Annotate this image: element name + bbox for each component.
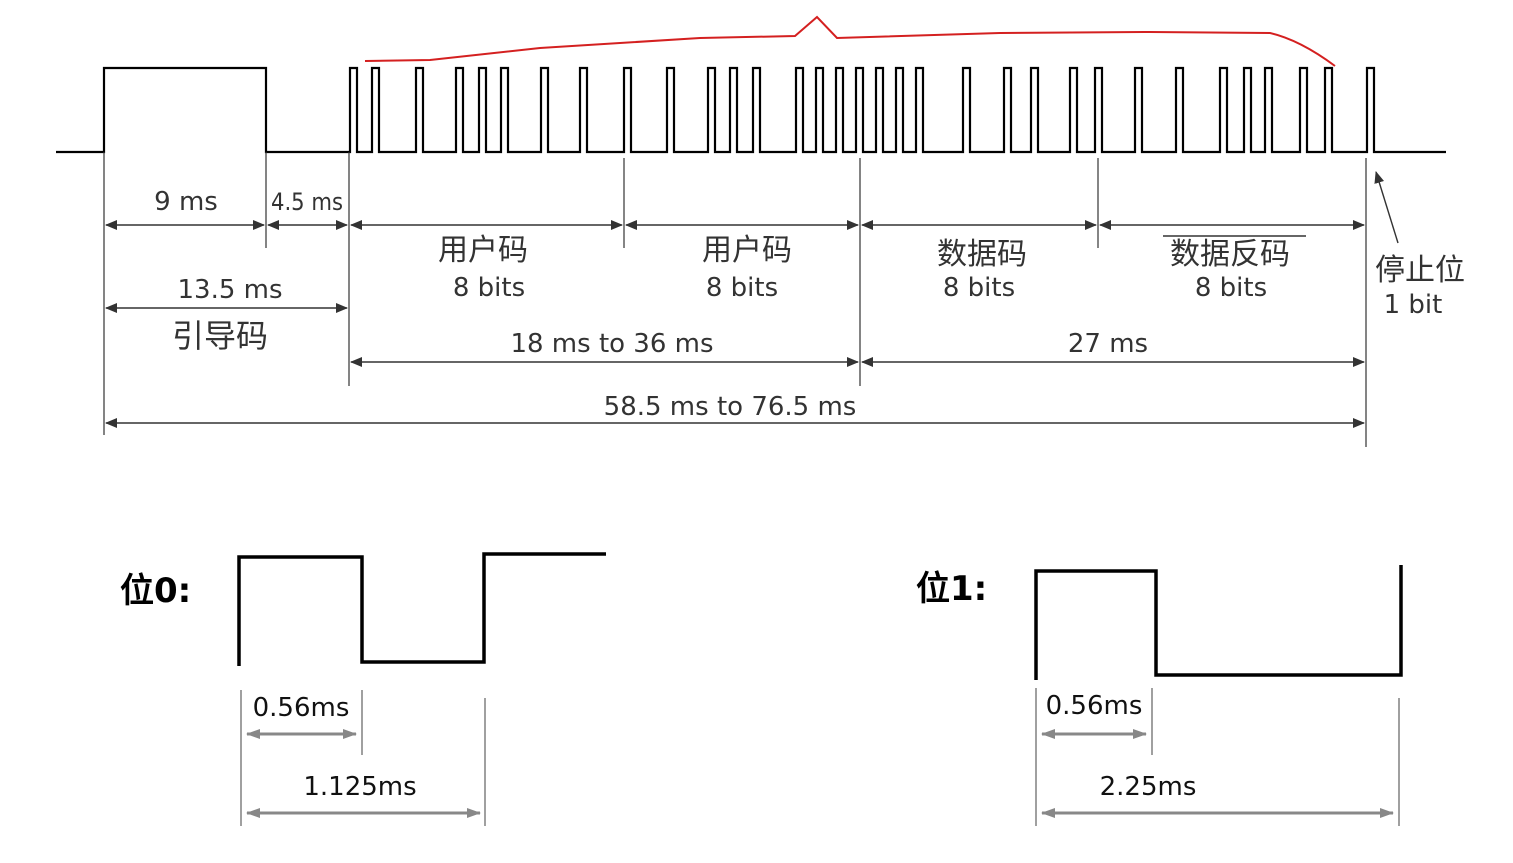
label-user-span: 18 ms to 36 ms <box>510 329 713 359</box>
dimension-arrows <box>105 171 1399 428</box>
label-total-span: 58.5 ms to 76.5 ms <box>604 392 857 422</box>
label-data-inv-code: 数据反码 <box>1170 237 1290 272</box>
label-lead-low: 4.5 ms <box>271 188 343 216</box>
arrow-stop-bit-pointer <box>1374 171 1399 244</box>
frame-signal-line <box>56 66 1446 154</box>
bit0-waveform <box>237 552 606 666</box>
bit1-high-time-label: 0.56ms <box>1046 691 1143 721</box>
label-data-span: 27 ms <box>1068 329 1148 359</box>
label-lead-code: 引导码 <box>172 317 268 355</box>
bit0-high-time-label: 0.56ms <box>253 693 350 723</box>
label-stop-bit: 停止位 <box>1375 253 1465 288</box>
label-user-code-2-bits: 8 bits <box>706 273 778 303</box>
bit1-diagram: 位1: 0.56ms 2.25ms <box>916 565 1403 826</box>
label-stop-bit-bits: 1 bit <box>1384 290 1443 320</box>
label-lead-high: 9 ms <box>154 187 218 217</box>
bit1-label: 位1: <box>916 569 987 609</box>
label-lead-total: 13.5 ms <box>177 275 282 305</box>
frame-labels: 9 ms 4.5 ms 13.5 ms 引导码 用户码 8 bits 用户码 8… <box>154 187 1465 422</box>
bit1-waveform <box>1034 565 1403 680</box>
label-data-code: 数据码 <box>937 237 1027 272</box>
bit0-label: 位0: <box>120 571 191 611</box>
bit1-period-label: 2.25ms <box>1100 772 1197 802</box>
label-data-inv-code-bits: 8 bits <box>1195 273 1267 303</box>
label-user-code-1-bits: 8 bits <box>453 273 525 303</box>
bit0-period-label: 1.125ms <box>303 772 416 802</box>
hand-drawn-annotation-bracket <box>364 15 1336 67</box>
bit0-diagram: 位0: 0.56ms 1.125ms <box>120 552 606 826</box>
dimension-extension-lines <box>103 152 1367 447</box>
label-user-code-1: 用户码 <box>438 233 528 268</box>
label-user-code-2: 用户码 <box>702 233 792 268</box>
label-data-code-bits: 8 bits <box>943 273 1015 303</box>
frame-waveform <box>56 66 1446 154</box>
